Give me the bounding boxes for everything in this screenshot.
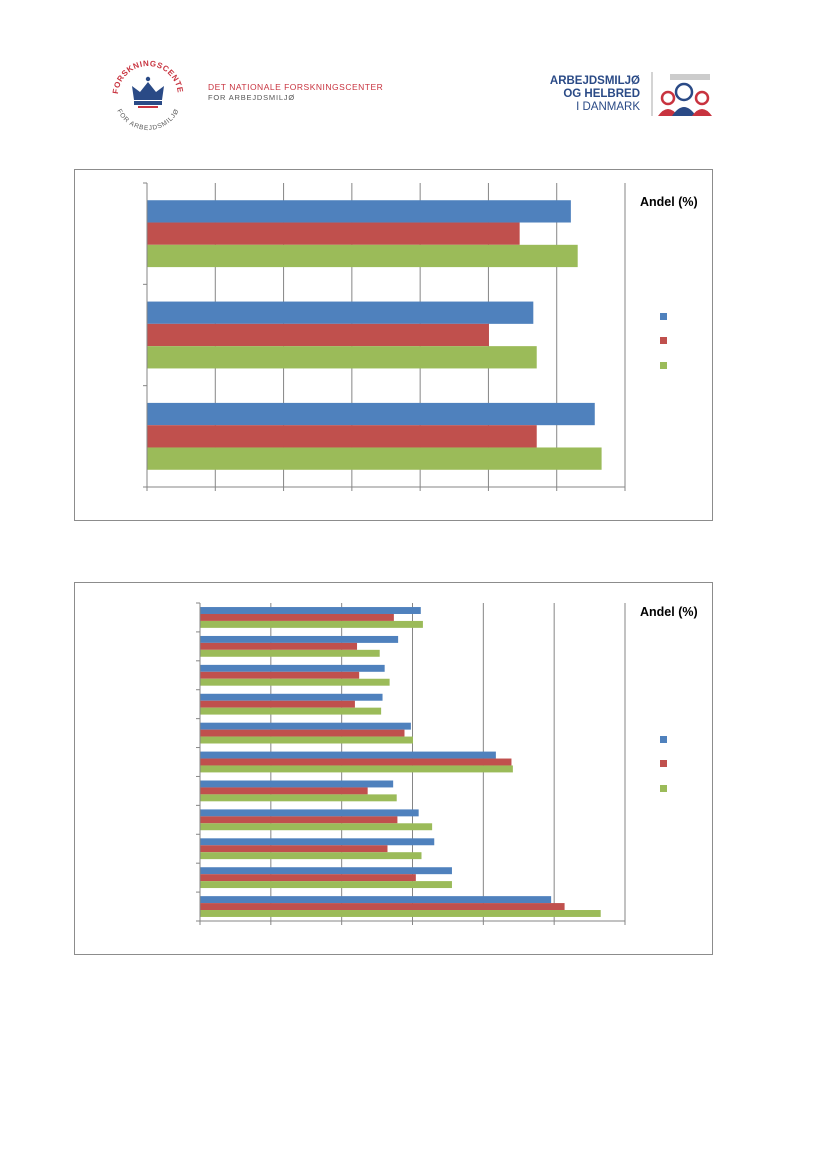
bar	[200, 722, 411, 730]
bar	[200, 620, 423, 628]
legend-marker	[660, 337, 667, 344]
bar	[200, 758, 512, 766]
chart-2-plot	[196, 602, 667, 925]
bar	[147, 402, 595, 426]
chart-2-legend-title: Andel (%)	[640, 605, 698, 619]
bar	[200, 809, 419, 817]
bar	[200, 765, 513, 773]
bar	[200, 780, 394, 788]
legend-marker	[660, 785, 667, 792]
bar	[200, 845, 388, 853]
bar	[200, 613, 394, 621]
bar	[200, 867, 452, 875]
legend-marker	[660, 760, 667, 767]
bar	[147, 244, 578, 268]
chart-2-frame: Andel (%)	[74, 582, 713, 955]
bar	[200, 635, 399, 643]
chart-1-frame: Andel (%)	[74, 169, 713, 521]
bar	[200, 852, 422, 860]
bar	[200, 751, 496, 759]
legend-marker	[660, 736, 667, 743]
ahd-line3: I DANMARK	[576, 101, 640, 113]
bar	[147, 447, 602, 470]
ahd-line1: ARBEJDSMILJØ	[549, 75, 640, 87]
chart-1-plot	[143, 182, 667, 491]
chart-1-legend-title: Andel (%)	[640, 195, 698, 209]
bar	[200, 903, 565, 911]
bar	[200, 671, 360, 679]
bar	[200, 678, 390, 686]
bar	[200, 823, 433, 831]
bar	[200, 729, 405, 737]
bar	[200, 881, 452, 889]
ahd-line2: OG HELBRED	[563, 88, 640, 100]
bar	[147, 323, 489, 347]
bar	[147, 200, 571, 223]
bar	[200, 874, 416, 882]
forskningscenter-logo: FORSKNINGSCENTER FOR ARBEJDSMILJØ	[108, 56, 184, 132]
people-icon	[651, 72, 712, 116]
bar	[200, 649, 380, 657]
bar	[200, 787, 368, 795]
bar	[200, 838, 435, 846]
svg-text:FOR ARBEJDSMILJØ: FOR ARBEJDSMILJØ	[115, 108, 180, 132]
bar	[200, 642, 358, 650]
bar	[200, 816, 398, 824]
bar	[200, 700, 355, 708]
crown-icon	[132, 76, 164, 108]
bar	[147, 425, 537, 448]
org-name-line1: DET NATIONALE FORSKNINGSCENTER	[208, 82, 384, 92]
bar	[200, 607, 421, 614]
bar	[200, 693, 383, 701]
bar	[200, 664, 385, 672]
bar	[200, 736, 413, 744]
legend-marker	[660, 313, 667, 320]
bar	[200, 910, 601, 917]
bar	[200, 707, 382, 715]
bar	[147, 222, 520, 245]
bar	[200, 896, 552, 904]
legend-marker	[660, 362, 667, 369]
bar	[200, 794, 397, 802]
bar	[147, 346, 537, 369]
org-name-line2: FOR ARBEJDSMILJØ	[208, 93, 295, 102]
bar	[147, 301, 534, 324]
